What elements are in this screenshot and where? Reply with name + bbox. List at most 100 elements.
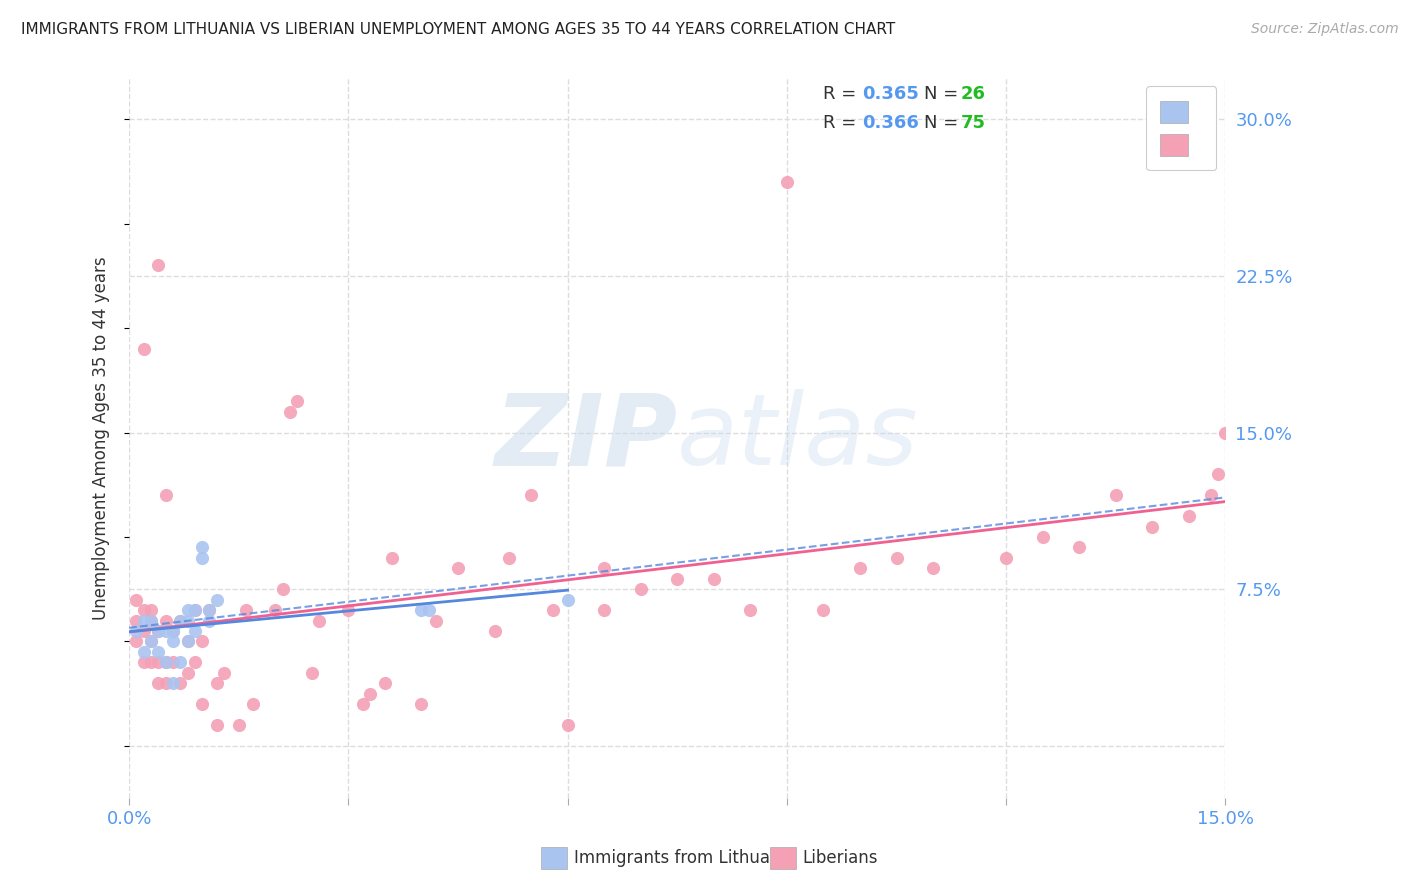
Text: 0.365: 0.365	[862, 85, 918, 103]
Legend: , : ,	[1146, 87, 1216, 170]
Point	[666, 572, 689, 586]
Point	[205, 676, 228, 690]
Point	[1178, 509, 1201, 524]
Text: R =: R =	[823, 85, 862, 103]
Point	[308, 614, 330, 628]
Text: Source: ZipAtlas.com: Source: ZipAtlas.com	[1251, 22, 1399, 37]
Point	[132, 645, 155, 659]
Point	[176, 665, 198, 680]
Point	[191, 541, 214, 555]
Text: N =: N =	[924, 114, 963, 132]
Point	[169, 614, 191, 628]
Point	[593, 561, 616, 575]
Point	[498, 550, 520, 565]
Point	[593, 603, 616, 617]
Point	[176, 614, 198, 628]
Point	[132, 603, 155, 617]
Text: 75: 75	[960, 114, 986, 132]
Point	[125, 624, 148, 638]
Point	[264, 603, 287, 617]
Point	[176, 603, 198, 617]
Point	[139, 634, 162, 648]
Point	[176, 634, 198, 648]
Point	[381, 550, 404, 565]
Point	[148, 676, 170, 690]
Point	[374, 676, 396, 690]
Point	[198, 603, 221, 617]
Point	[155, 624, 177, 638]
Point	[169, 614, 191, 628]
Text: R =: R =	[823, 114, 862, 132]
Point	[132, 656, 155, 670]
Point	[148, 259, 170, 273]
Text: Immigrants from Lithuania: Immigrants from Lithuania	[574, 849, 794, 867]
Point	[125, 614, 148, 628]
Point	[125, 592, 148, 607]
Point	[155, 488, 177, 502]
Point	[484, 624, 506, 638]
Point	[162, 656, 184, 670]
Point	[278, 405, 301, 419]
Point	[1199, 488, 1222, 502]
Point	[155, 656, 177, 670]
Point	[132, 342, 155, 356]
Point	[630, 582, 652, 597]
Y-axis label: Unemployment Among Ages 35 to 44 years: Unemployment Among Ages 35 to 44 years	[93, 256, 110, 620]
Text: Liberians: Liberians	[803, 849, 879, 867]
Point	[176, 634, 198, 648]
Point	[169, 656, 191, 670]
Point	[148, 656, 170, 670]
Point	[1142, 519, 1164, 533]
Point	[557, 592, 579, 607]
Point	[813, 603, 835, 617]
Text: atlas: atlas	[678, 389, 920, 486]
Point	[148, 624, 170, 638]
Point	[740, 603, 762, 617]
Point	[1215, 425, 1237, 440]
Text: 26: 26	[960, 85, 986, 103]
Point	[352, 697, 374, 711]
Point	[285, 394, 308, 409]
Point	[520, 488, 543, 502]
Point	[148, 624, 170, 638]
Text: IMMIGRANTS FROM LITHUANIA VS LIBERIAN UNEMPLOYMENT AMONG AGES 35 TO 44 YEARS COR: IMMIGRANTS FROM LITHUANIA VS LIBERIAN UN…	[21, 22, 896, 37]
Point	[162, 676, 184, 690]
Point	[1032, 530, 1054, 544]
Point	[1206, 467, 1229, 482]
Point	[411, 697, 433, 711]
Point	[235, 603, 257, 617]
Text: 0.366: 0.366	[862, 114, 918, 132]
Point	[132, 624, 155, 638]
Point	[191, 634, 214, 648]
Point	[922, 561, 945, 575]
Point	[418, 603, 440, 617]
Text: ZIP: ZIP	[495, 389, 678, 486]
Point	[1105, 488, 1128, 502]
Point	[337, 603, 360, 617]
Point	[148, 645, 170, 659]
Point	[271, 582, 294, 597]
Point	[155, 676, 177, 690]
Point	[995, 550, 1018, 565]
Point	[184, 656, 207, 670]
Point	[205, 592, 228, 607]
Point	[139, 614, 162, 628]
Point	[169, 676, 191, 690]
Point	[205, 718, 228, 732]
Point	[139, 614, 162, 628]
Point	[849, 561, 872, 575]
Point	[162, 624, 184, 638]
Point	[886, 550, 908, 565]
Point	[301, 665, 323, 680]
Point	[139, 603, 162, 617]
Point	[155, 614, 177, 628]
Point	[184, 603, 207, 617]
Point	[162, 634, 184, 648]
Point	[139, 634, 162, 648]
Point	[776, 175, 799, 189]
Point	[132, 614, 155, 628]
Text: N =: N =	[924, 85, 963, 103]
Point	[411, 603, 433, 617]
Point	[359, 687, 381, 701]
Point	[191, 697, 214, 711]
